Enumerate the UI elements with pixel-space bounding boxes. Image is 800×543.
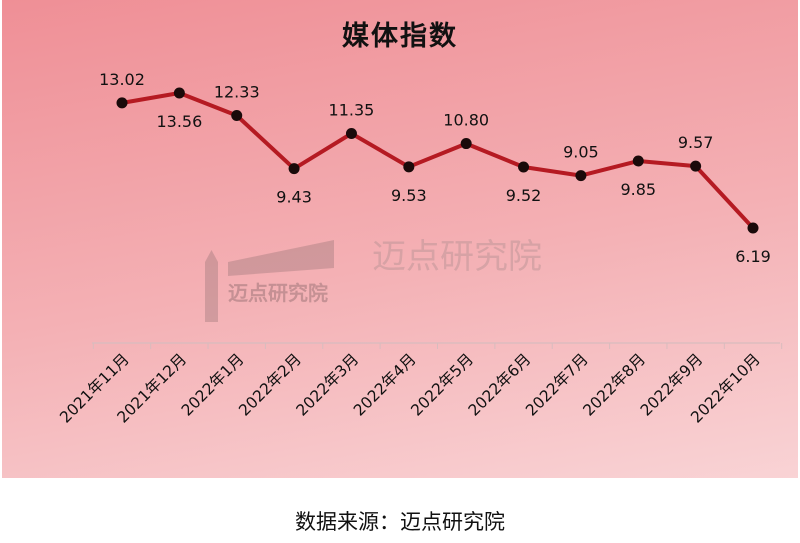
data-points xyxy=(116,87,759,234)
data-point xyxy=(575,170,587,182)
x-axis-ticks xyxy=(92,343,783,349)
data-label: 9.43 xyxy=(276,188,312,207)
data-point xyxy=(518,161,530,173)
watermark-logo-icon xyxy=(205,240,334,322)
chart-title: 媒体指数 xyxy=(342,21,458,52)
watermark: 迈点研究院 迈点研究院 xyxy=(205,237,542,322)
data-point xyxy=(690,160,702,172)
data-point xyxy=(173,87,185,99)
chart-panel xyxy=(2,0,798,478)
data-label: 11.35 xyxy=(329,100,375,119)
data-label: 9.85 xyxy=(620,180,656,199)
data-point xyxy=(116,97,128,109)
data-label: 9.05 xyxy=(563,143,599,162)
data-label: 12.33 xyxy=(214,83,260,102)
data-label: 13.02 xyxy=(99,70,145,89)
data-point xyxy=(632,155,644,167)
source-caption: 数据来源：迈点研究院 xyxy=(295,510,505,534)
data-labels: 13.02 13.56 12.33 9.43 11.35 9.53 10.80 9.52 9.0… xyxy=(99,70,771,266)
data-label: 10.80 xyxy=(443,111,489,130)
watermark-large-text: 迈点研究院 xyxy=(372,237,542,277)
data-label: 13.56 xyxy=(156,112,202,131)
data-point xyxy=(345,127,357,139)
data-label: 6.19 xyxy=(735,247,771,266)
series-line xyxy=(120,91,755,230)
data-point xyxy=(747,222,759,234)
data-label: 9.57 xyxy=(678,133,714,152)
data-point xyxy=(460,138,472,150)
data-point xyxy=(231,110,243,122)
data-point xyxy=(403,161,415,173)
data-label: 9.53 xyxy=(391,186,427,205)
watermark-logo-text: 迈点研究院 xyxy=(228,281,328,305)
line-chart: 迈点研究院 迈点研究院 13.02 13.56 12.33 9.43 11.35 9.53… xyxy=(56,70,783,427)
data-point xyxy=(288,163,300,175)
x-axis-labels: 2021年11月2021年12月2022年1月2022年2月2022年3月202… xyxy=(56,350,763,426)
data-label: 9.52 xyxy=(506,186,542,205)
